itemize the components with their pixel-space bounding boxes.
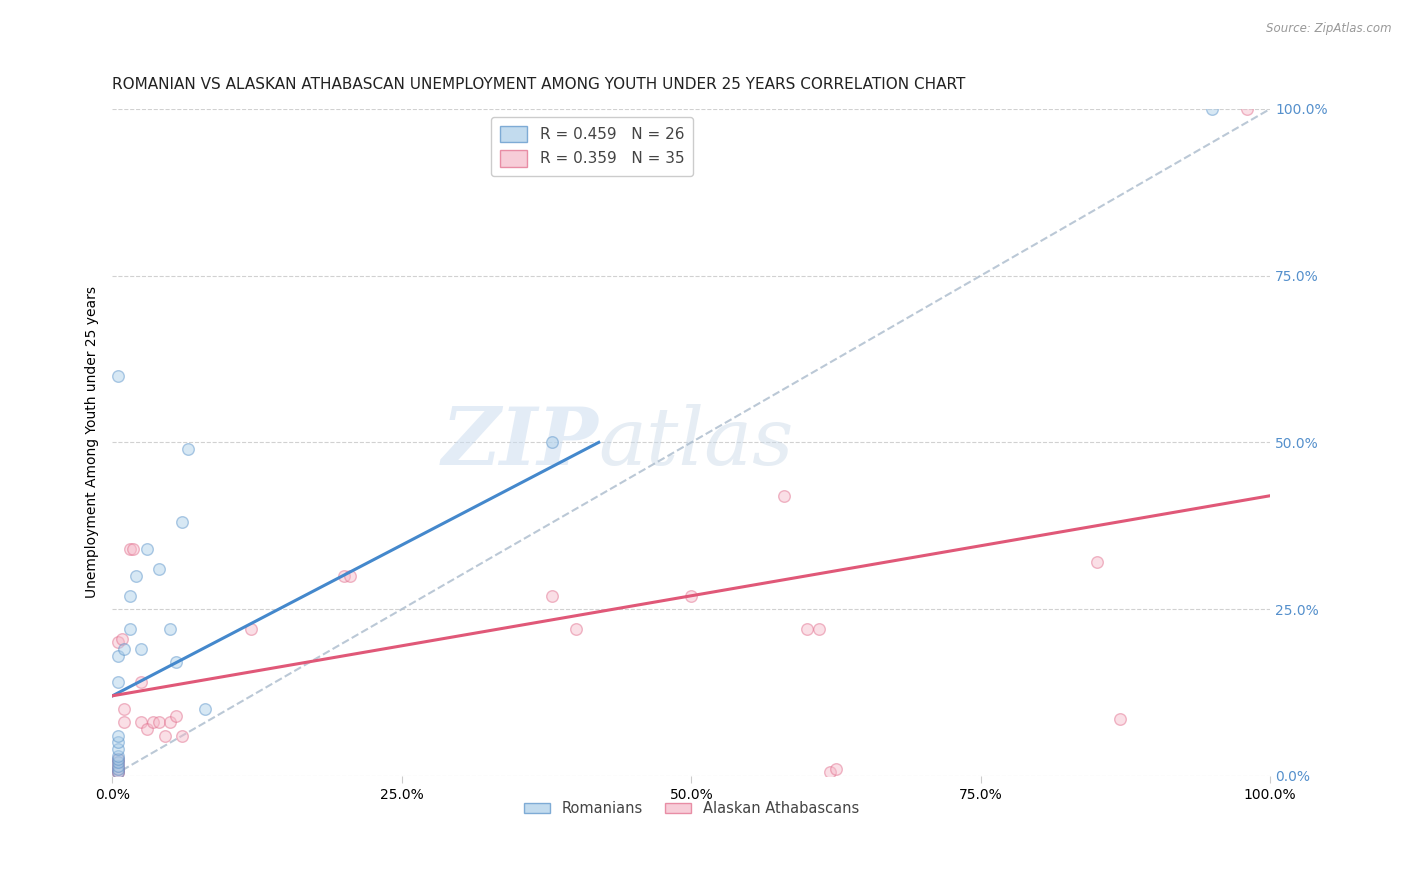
Point [142, 715, 165, 730]
Point [107, 762, 129, 776]
Point [107, 368, 129, 383]
Point [1108, 712, 1130, 726]
Point [564, 622, 586, 636]
Point [194, 702, 217, 716]
Point [541, 589, 564, 603]
Point [796, 622, 818, 636]
Point [1085, 555, 1108, 569]
Point [136, 722, 159, 736]
Point [339, 568, 361, 582]
Point [107, 756, 129, 770]
Point [118, 542, 141, 557]
Point [107, 752, 129, 766]
Point [333, 568, 356, 582]
Point [124, 568, 146, 582]
Point [1201, 102, 1223, 116]
Point [107, 675, 129, 690]
Point [107, 759, 129, 773]
Point [107, 759, 129, 773]
Point [107, 765, 129, 780]
Point [773, 489, 796, 503]
Point [107, 762, 129, 776]
Point [165, 708, 187, 723]
Point [122, 542, 145, 557]
Point [1236, 102, 1258, 116]
Point [107, 756, 129, 770]
Text: ZIP: ZIP [441, 403, 599, 481]
Point [148, 562, 170, 576]
Point [107, 742, 129, 756]
Point [159, 622, 181, 636]
Point [820, 765, 842, 780]
Point [131, 642, 153, 657]
Point [131, 715, 153, 730]
Point [107, 648, 129, 663]
Point [112, 642, 135, 657]
Point [107, 752, 129, 766]
Point [112, 715, 135, 730]
Point [107, 765, 129, 780]
Point [136, 542, 159, 557]
Legend: Romanians, Alaskan Athabascans: Romanians, Alaskan Athabascans [517, 796, 865, 822]
Point [153, 729, 176, 743]
Point [825, 762, 848, 776]
Point [170, 729, 193, 743]
Point [177, 442, 200, 456]
Point [170, 516, 193, 530]
Point [107, 735, 129, 749]
Text: ROMANIAN VS ALASKAN ATHABASCAN UNEMPLOYMENT AMONG YOUTH UNDER 25 YEARS CORRELATI: ROMANIAN VS ALASKAN ATHABASCAN UNEMPLOYM… [112, 78, 966, 93]
Point [107, 729, 129, 743]
Point [118, 589, 141, 603]
Point [118, 622, 141, 636]
Text: atlas: atlas [599, 403, 794, 481]
Point [681, 589, 703, 603]
Point [165, 656, 187, 670]
Point [541, 435, 564, 450]
Point [240, 622, 263, 636]
Text: Source: ZipAtlas.com: Source: ZipAtlas.com [1267, 22, 1392, 36]
Point [107, 748, 129, 763]
Point [111, 632, 134, 646]
Point [112, 702, 135, 716]
Point [148, 715, 170, 730]
Point [159, 715, 181, 730]
Point [107, 765, 129, 780]
Point [131, 675, 153, 690]
Point [107, 635, 129, 649]
Y-axis label: Unemployment Among Youth under 25 years: Unemployment Among Youth under 25 years [86, 286, 100, 599]
Point [807, 622, 830, 636]
